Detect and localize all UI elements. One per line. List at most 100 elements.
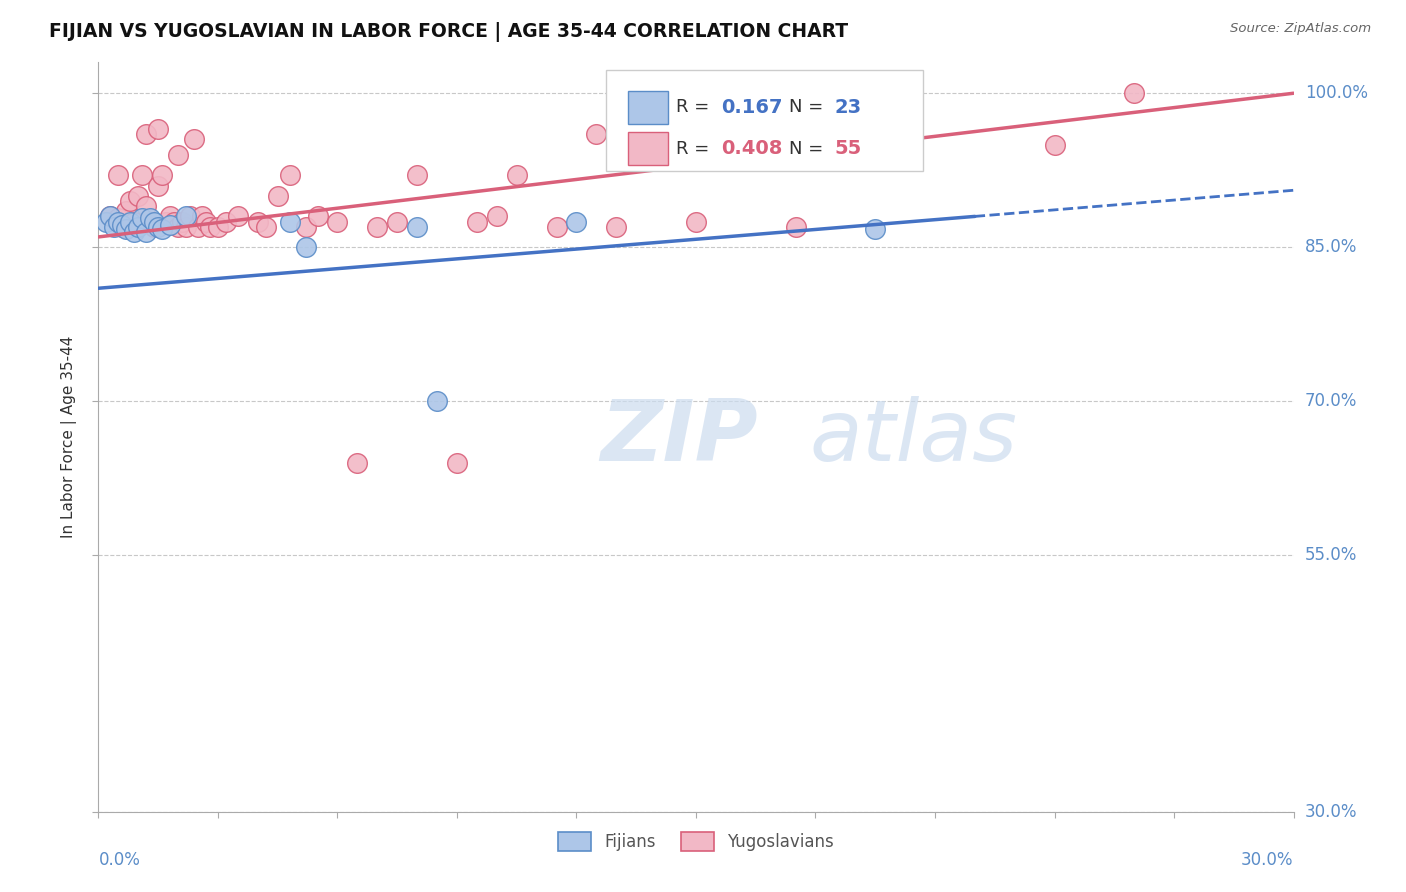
Point xyxy=(143,219,166,234)
Text: Source: ZipAtlas.com: Source: ZipAtlas.com xyxy=(1230,22,1371,36)
FancyBboxPatch shape xyxy=(628,132,668,165)
Point xyxy=(884,107,907,121)
Point xyxy=(115,221,138,235)
Text: 0.408: 0.408 xyxy=(721,139,783,158)
Text: 23: 23 xyxy=(835,98,862,117)
Point xyxy=(159,218,181,232)
Point xyxy=(1123,87,1146,101)
Text: 70.0%: 70.0% xyxy=(1305,392,1357,410)
Point xyxy=(785,219,807,234)
Point xyxy=(124,214,146,228)
Point xyxy=(294,240,316,254)
Point xyxy=(1043,137,1066,152)
Point xyxy=(143,214,166,228)
Point xyxy=(148,122,170,136)
Point xyxy=(150,169,173,183)
Point xyxy=(107,169,129,183)
Point xyxy=(198,219,221,234)
Point xyxy=(127,189,149,203)
Point xyxy=(139,214,162,228)
Text: 0.167: 0.167 xyxy=(721,98,783,117)
Text: ZIP: ZIP xyxy=(600,395,758,479)
Point xyxy=(278,214,301,228)
Point xyxy=(191,210,214,224)
Point xyxy=(159,210,181,224)
Point xyxy=(163,214,186,228)
Point xyxy=(426,394,449,409)
Point xyxy=(326,214,349,228)
Text: 0.0%: 0.0% xyxy=(98,851,141,869)
Point xyxy=(183,132,205,146)
FancyBboxPatch shape xyxy=(628,91,668,124)
Point xyxy=(174,219,197,234)
Text: atlas: atlas xyxy=(810,395,1018,479)
Text: 100.0%: 100.0% xyxy=(1305,84,1368,103)
Point xyxy=(167,219,190,234)
Point xyxy=(366,219,388,234)
Point xyxy=(148,219,170,234)
Point xyxy=(148,178,170,193)
Text: 85.0%: 85.0% xyxy=(1305,238,1357,256)
Legend: Fijians, Yugoslavians: Fijians, Yugoslavians xyxy=(550,823,842,860)
Point xyxy=(135,199,157,213)
Point xyxy=(179,210,201,224)
Point xyxy=(246,214,269,228)
Point xyxy=(111,218,134,232)
Y-axis label: In Labor Force | Age 35-44: In Labor Force | Age 35-44 xyxy=(60,336,77,538)
Point xyxy=(406,219,429,234)
Point xyxy=(135,225,157,239)
Point xyxy=(124,225,146,239)
Point xyxy=(346,456,368,470)
Point xyxy=(115,204,138,219)
Point xyxy=(107,214,129,228)
Text: R =: R = xyxy=(676,98,714,116)
Point xyxy=(267,189,290,203)
Text: N =: N = xyxy=(789,140,830,158)
Point xyxy=(215,214,238,228)
Point xyxy=(406,169,429,183)
Point xyxy=(131,169,153,183)
Text: 55: 55 xyxy=(835,139,862,158)
Point xyxy=(865,221,887,235)
Point xyxy=(254,219,277,234)
Text: N =: N = xyxy=(789,98,830,116)
Point xyxy=(565,214,588,228)
Point xyxy=(465,214,488,228)
Point xyxy=(111,219,134,234)
Point xyxy=(167,148,190,162)
Point xyxy=(585,128,607,142)
Point xyxy=(174,210,197,224)
Point xyxy=(385,214,409,228)
Text: R =: R = xyxy=(676,140,714,158)
Point xyxy=(187,219,209,234)
Point xyxy=(98,210,122,224)
Text: 55.0%: 55.0% xyxy=(1305,546,1357,564)
FancyBboxPatch shape xyxy=(606,70,922,171)
Point xyxy=(195,214,218,228)
Point xyxy=(120,214,142,228)
Point xyxy=(226,210,249,224)
Point xyxy=(307,210,329,224)
Point xyxy=(506,169,529,183)
Point xyxy=(446,456,468,470)
Point xyxy=(103,219,125,234)
Point xyxy=(139,211,162,226)
Point xyxy=(155,214,177,228)
Text: 30.0%: 30.0% xyxy=(1305,803,1357,821)
Point xyxy=(120,194,142,208)
Point xyxy=(107,211,129,226)
Point xyxy=(485,210,508,224)
Point xyxy=(207,219,229,234)
Text: 30.0%: 30.0% xyxy=(1241,851,1294,869)
Point xyxy=(127,219,149,234)
Text: FIJIAN VS YUGOSLAVIAN IN LABOR FORCE | AGE 35-44 CORRELATION CHART: FIJIAN VS YUGOSLAVIAN IN LABOR FORCE | A… xyxy=(49,22,848,42)
Point xyxy=(131,211,153,226)
Point xyxy=(294,219,316,234)
Point xyxy=(172,214,194,228)
Point xyxy=(98,210,122,224)
Point xyxy=(135,128,157,142)
Point xyxy=(278,169,301,183)
Point xyxy=(96,214,118,228)
Point xyxy=(685,214,707,228)
Point xyxy=(605,219,627,234)
